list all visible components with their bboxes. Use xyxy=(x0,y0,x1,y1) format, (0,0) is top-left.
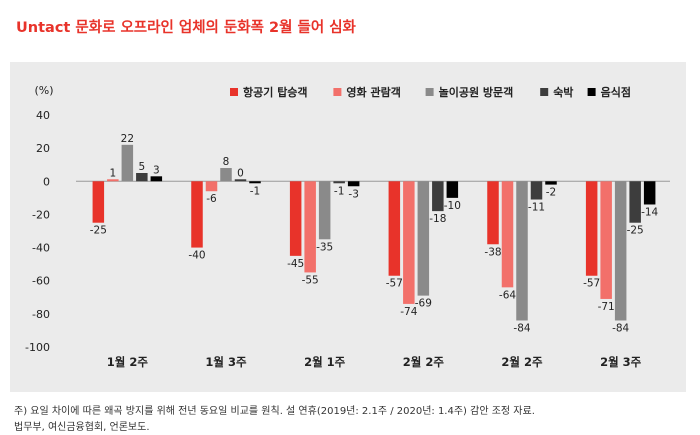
data-label: -64 xyxy=(499,289,516,301)
bar xyxy=(304,181,316,273)
legend-label: 영화 관람객 xyxy=(346,85,400,99)
data-label: -11 xyxy=(528,202,545,214)
bar xyxy=(191,181,203,248)
data-label: -69 xyxy=(415,298,432,310)
x-category-label: 1월 2주 xyxy=(107,355,149,369)
data-label: 22 xyxy=(121,133,134,145)
bar xyxy=(643,181,656,205)
bar xyxy=(220,168,232,182)
legend-swatch xyxy=(587,88,596,96)
data-label: -40 xyxy=(188,250,205,262)
y-unit-label: (%) xyxy=(34,84,53,97)
bar xyxy=(516,181,528,321)
legend-swatch xyxy=(540,88,549,96)
y-tick-label: 20 xyxy=(36,142,50,155)
data-label: -38 xyxy=(484,246,501,258)
chart-title: Untact 문화로 오프라인 업체의 둔화폭 2월 들어 심화 xyxy=(16,20,356,36)
x-category-label: 2월 1주 xyxy=(304,355,346,369)
bar xyxy=(333,181,345,184)
data-label: -84 xyxy=(612,322,629,334)
bar xyxy=(417,181,430,296)
y-tick-label: -60 xyxy=(32,275,50,288)
data-label: 8 xyxy=(223,156,230,168)
bar xyxy=(347,181,360,187)
data-label: -25 xyxy=(627,225,644,237)
data-label: -84 xyxy=(513,322,530,334)
bar xyxy=(530,181,543,200)
bar xyxy=(446,181,459,198)
data-label: -1 xyxy=(334,185,344,197)
bar xyxy=(150,176,163,182)
data-label: 1 xyxy=(109,167,116,179)
data-label: -45 xyxy=(287,258,304,270)
bar xyxy=(107,179,119,182)
bar xyxy=(205,181,218,192)
data-label: -6 xyxy=(206,193,217,205)
data-label: -25 xyxy=(90,225,107,237)
data-label: -2 xyxy=(546,187,556,199)
x-category-label: 1월 3주 xyxy=(205,355,247,369)
data-label: -3 xyxy=(348,188,358,200)
bar xyxy=(289,181,302,256)
legend-swatch xyxy=(230,88,238,96)
data-label: 0 xyxy=(237,167,244,179)
data-label: -10 xyxy=(444,200,461,212)
x-category-label: 2월 2주 xyxy=(501,355,543,369)
bar xyxy=(501,181,514,288)
x-category-label: 2월 3주 xyxy=(600,355,642,369)
bar xyxy=(432,181,444,212)
y-tick-label: -100 xyxy=(25,341,50,354)
data-label: 3 xyxy=(153,164,160,176)
data-label: -14 xyxy=(641,206,658,218)
data-label: 5 xyxy=(138,161,145,173)
legend-label: 놀이공원 방문객 xyxy=(439,85,514,99)
bar xyxy=(585,181,598,276)
footnote-line-1: 주) 요일 차이에 따른 왜곡 방지를 위해 전년 동요일 비교를 원칙. 설 … xyxy=(14,406,535,417)
bar xyxy=(629,181,641,223)
bar xyxy=(614,181,627,321)
bar xyxy=(487,181,499,245)
footnote-line-2: 법무부, 여신금융협회, 언론보도. xyxy=(14,422,150,433)
data-label: -57 xyxy=(386,278,403,290)
legend-swatch xyxy=(333,88,342,96)
x-category-label: 2월 2주 xyxy=(403,355,445,369)
bar xyxy=(136,173,148,182)
data-label: -35 xyxy=(316,241,333,253)
legend-label: 음식점 xyxy=(601,85,631,99)
legend-label: 숙박 xyxy=(553,85,573,99)
data-label: -1 xyxy=(250,185,260,197)
bar xyxy=(234,179,247,182)
data-label: -57 xyxy=(583,278,600,290)
data-label: -74 xyxy=(400,306,417,318)
bar xyxy=(545,181,557,185)
bar xyxy=(600,181,612,299)
y-tick-label: 40 xyxy=(36,109,50,122)
data-label: -71 xyxy=(598,301,615,313)
data-label: -55 xyxy=(302,274,319,286)
y-tick-label: -80 xyxy=(32,308,50,321)
bar xyxy=(388,181,401,276)
bar xyxy=(92,181,105,223)
legend-label: 항공기 탑승객 xyxy=(243,85,308,99)
bar xyxy=(121,144,134,182)
y-tick-label: -20 xyxy=(32,208,50,221)
legend-swatch xyxy=(425,88,434,96)
bar xyxy=(249,181,261,184)
bar xyxy=(403,181,415,304)
data-label: -18 xyxy=(429,213,446,225)
bar xyxy=(318,181,331,240)
y-tick-label: -40 xyxy=(32,242,50,255)
y-tick-label: 0 xyxy=(43,175,50,188)
chart-area: (%) 40 20 0 -20 -40 -60 -80 -100 항공기 탑승객 영화 관람객 놀이공… xyxy=(10,62,686,392)
